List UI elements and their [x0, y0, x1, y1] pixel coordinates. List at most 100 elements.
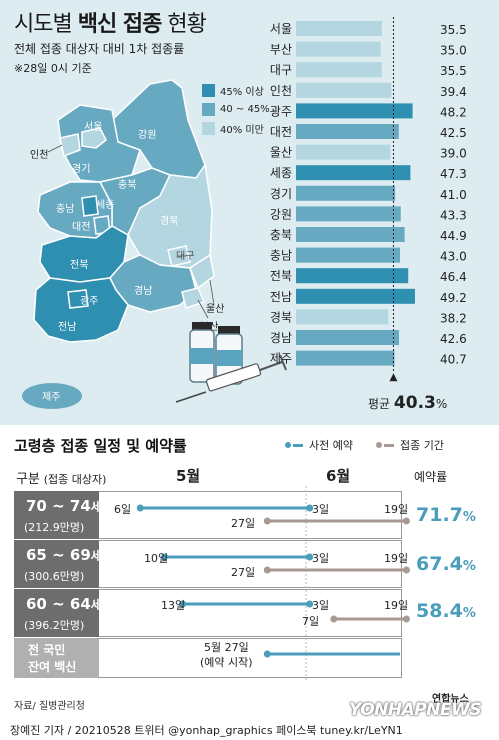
bar-value-3: 39.4	[440, 85, 467, 99]
bar-7	[296, 165, 411, 181]
group-70-74-label: 70 ~ 74세	[26, 497, 102, 515]
group-60-64: 60 ~ 64세 (396.2만명)	[14, 589, 102, 637]
group-residual-line1: 전 국민	[28, 643, 66, 657]
bar-category-14: 경북	[270, 310, 292, 324]
bar-value-1: 35.0	[440, 44, 467, 58]
legend-reserve: 사전 예약	[285, 437, 353, 453]
legend-vaccination: 접종 기간	[376, 437, 444, 453]
bar-value-16: 40.7	[440, 353, 467, 367]
bar-2	[296, 62, 382, 78]
bar-5	[296, 124, 399, 139]
region-sejong	[81, 195, 99, 217]
average-arrow	[389, 373, 398, 382]
row-residual	[99, 638, 402, 678]
map-label-jeonbuk: 전북	[70, 259, 88, 271]
bar-11	[296, 247, 401, 263]
region-gwangju	[67, 289, 89, 309]
legend-label-mid: 40 ~ 45%	[220, 103, 270, 115]
bar-10	[296, 227, 405, 242]
brand-logo: YONHAPNEWS	[349, 700, 482, 720]
map-label-sejong: 세종	[96, 199, 114, 211]
map-label-gyeonggi: 경기	[72, 162, 90, 175]
bar-value-6: 39.0	[440, 147, 467, 161]
bar-category-2: 대구	[270, 63, 292, 77]
row0-vacc-end: 19일	[384, 503, 409, 516]
korea-map: 서울 인천 강원 경기 충북 충남 세종 대전 경북 대구 전북 울산 경남 부…	[22, 17, 467, 409]
map-label-gangwon: 강원	[138, 129, 156, 141]
bar-1	[296, 41, 381, 57]
row-65-69	[99, 540, 402, 588]
group-residual-line2: 잔여 백신	[28, 660, 77, 674]
row2-reserve-end: 3일	[312, 599, 330, 612]
row2-vacc-end: 19일	[384, 599, 409, 612]
map-label-gyeongnam: 경남	[134, 284, 152, 297]
region-busan	[181, 287, 206, 309]
row-70-74	[99, 491, 402, 539]
group-60-64-label: 60 ~ 64세	[26, 595, 102, 613]
busan-callout	[197, 299, 209, 319]
row0-reserve-end: 3일	[312, 503, 330, 516]
bar-category-4: 광주	[270, 104, 292, 118]
map-label-daejeon: 대전	[72, 221, 90, 233]
bar-category-1: 부산	[270, 43, 292, 57]
bar-category-6: 울산	[270, 146, 292, 160]
date-note: ※28일 0시 기준	[14, 62, 92, 75]
legend-vacc-line	[384, 443, 394, 447]
bar-value-4: 48.2	[440, 105, 467, 119]
bar-category-0: 서울	[270, 22, 292, 36]
row0-reserve-start: 6일	[114, 503, 132, 516]
map-label-gwangju: 광주	[80, 295, 98, 307]
bar-16	[296, 350, 395, 366]
row2-reserve-start: 13일	[161, 599, 186, 612]
legend-reserve-line	[293, 443, 303, 447]
bar-value-15: 42.6	[440, 332, 467, 346]
bar-category-11: 충남	[270, 249, 292, 263]
schedule-title: 고령층 접종 일정 및 예약률	[14, 437, 187, 455]
bar-category-12: 전북	[270, 269, 292, 283]
region-jeju	[22, 383, 82, 409]
bar-category-9: 강원	[270, 207, 292, 221]
region-seoul	[81, 127, 107, 149]
bar-value-10: 44.9	[440, 229, 467, 243]
row1-reserve-start: 10일	[144, 552, 169, 565]
bar-6	[296, 144, 391, 160]
source-note: 자료/ 질병관리청	[14, 701, 85, 712]
row0-vacc-start: 27일	[231, 517, 256, 530]
bar-4	[296, 103, 413, 119]
bar-value-7: 47.3	[440, 167, 467, 181]
bar-value-8: 41.0	[440, 188, 467, 202]
row1-vacc-end: 19일	[384, 552, 409, 565]
bar-category-15: 경남	[270, 331, 292, 345]
region-bar-chart: 서울 35.5 부산 35.0 대구 35.5 인천 39.4 광주 48.2 대전 42.5 울산 39…	[270, 17, 467, 382]
col-header-rate: 예약률	[414, 470, 448, 484]
col-header-may: 5월	[176, 467, 201, 485]
vaccine-illustration	[175, 322, 287, 403]
legend-low: 40% 미만	[202, 120, 270, 136]
bar-9	[296, 206, 401, 222]
bar-3	[296, 82, 392, 98]
legend-swatch-mid	[202, 102, 215, 116]
row2-rate: 58.4%	[416, 600, 476, 622]
bar-15	[296, 330, 400, 345]
legend-reserve-label: 사전 예약	[309, 439, 353, 452]
group-65-69-label: 65 ~ 69세	[26, 546, 102, 564]
bar-value-9: 43.3	[440, 208, 467, 222]
group-70-74: 70 ~ 74세 (212.9만명)	[14, 491, 102, 539]
map-label-jeonnam: 전남	[58, 321, 76, 333]
map-legend: 45% 이상 40 ~ 45% 40% 미만	[202, 82, 270, 139]
vacc-end-dot-0	[402, 517, 410, 525]
group-70-74-people: (212.9만명)	[24, 521, 85, 534]
bar-category-16: 제주	[270, 352, 292, 366]
bar-category-13: 전남	[270, 290, 292, 304]
bar-value-12: 46.4	[440, 270, 467, 284]
legend-reserve-dot	[285, 442, 291, 448]
legend-vacc-dot	[376, 442, 382, 448]
col-header-june: 6월	[326, 467, 351, 485]
incheon-callout	[47, 144, 63, 153]
legend-swatch-low	[202, 121, 215, 135]
bar-category-8: 경기	[270, 187, 292, 201]
bar-value-5: 42.5	[440, 126, 467, 140]
map-label-incheon: 인천	[30, 149, 48, 161]
bar-category-10: 충북	[270, 228, 292, 242]
row3-note-line2: (예약 시작)	[200, 656, 253, 669]
